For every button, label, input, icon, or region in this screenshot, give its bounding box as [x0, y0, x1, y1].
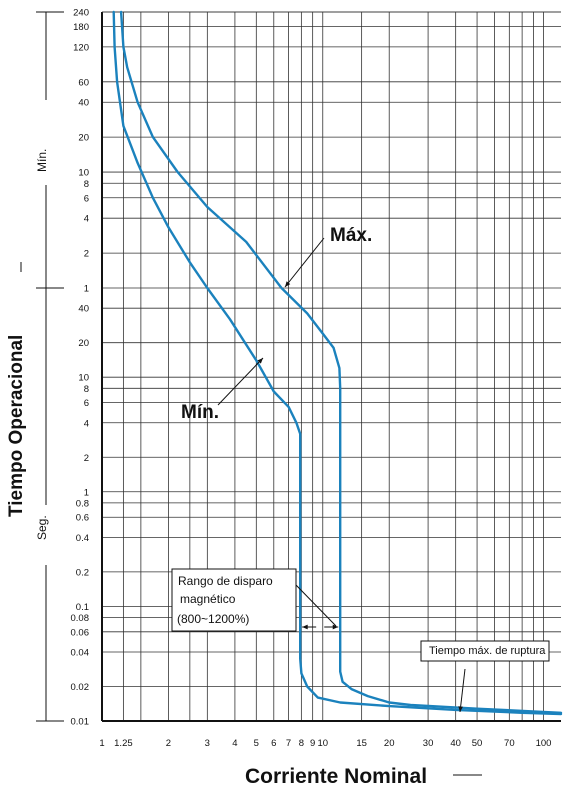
break-time-leader-head — [458, 706, 463, 712]
x-tick-label: 8 — [299, 738, 304, 749]
magnetic-range-line-3: (800~1200%) — [177, 612, 249, 626]
x-tick-label: 5 — [254, 738, 259, 749]
y-tick-label: 120 — [73, 42, 89, 53]
y-tick-label: 10 — [78, 168, 89, 179]
y-tick-label: 0.8 — [76, 498, 89, 509]
y-tick-label: 0.06 — [71, 627, 90, 638]
y-tick-label: 4 — [84, 418, 89, 429]
max-leader-head — [285, 281, 291, 287]
x-tick-label: 7 — [286, 738, 291, 749]
max-break-time-label: Tiempo máx. de ruptura — [429, 645, 546, 657]
x-tick-label: 4 — [232, 738, 237, 749]
max-break-time-box — [420, 640, 550, 662]
y-tick-label: 10 — [78, 373, 89, 384]
y-tick-label: 0.6 — [76, 513, 89, 524]
magnetic-range-box — [171, 568, 297, 632]
max-curve — [119, 10, 563, 714]
y-tick-label: 20 — [78, 338, 89, 349]
y-tick-label: 0.4 — [76, 533, 89, 544]
max-label: Máx. — [330, 225, 372, 246]
min-leader — [217, 357, 264, 406]
magnetic-range-leader — [295, 584, 337, 627]
y-tick-label: 240 — [73, 8, 89, 19]
y-tick-label: 0.08 — [71, 613, 90, 624]
magnetic-range-line-2: magnético — [180, 592, 236, 606]
y-tick-label: 0.01 — [71, 717, 90, 728]
y-tick-label: 4 — [84, 214, 89, 225]
x-tick-label: 2 — [166, 738, 171, 749]
y-axis-title: Tiempo Operacional — [6, 335, 27, 517]
x-tick-label: 10 — [317, 738, 328, 749]
y-tick-label: 0.02 — [71, 682, 90, 693]
x-tick-label: 30 — [423, 738, 434, 749]
y-tick-label: 40 — [78, 304, 89, 315]
min-curve — [112, 10, 563, 716]
y-tick-label: 6 — [84, 193, 89, 204]
y-tick-label: 0.2 — [76, 567, 89, 578]
seconds-unit-label: Seg. — [35, 515, 49, 540]
y-tick-label: 1 — [84, 284, 89, 295]
time-section-marks — [20, 11, 482, 776]
y-tick-label: 8 — [84, 384, 89, 395]
max-leader — [284, 237, 325, 288]
x-tick-label: 70 — [504, 738, 515, 749]
x-tick-label: 50 — [472, 738, 483, 749]
grid — [101, 11, 561, 722]
minutes-unit-label: Mín. — [35, 149, 49, 172]
y-tick-label: 60 — [78, 77, 89, 88]
range-arrow-left-head — [302, 624, 308, 630]
x-tick-label: 1 — [99, 738, 104, 749]
y-tick-label: 180 — [73, 22, 89, 33]
y-tick-label: 1 — [84, 487, 89, 498]
y-tick-label: 8 — [84, 179, 89, 190]
y-tick-label: 40 — [78, 98, 89, 109]
magnetic-range-line-1: Rango de disparo — [178, 574, 273, 588]
x-tick-label: 40 — [450, 738, 461, 749]
x-tick-label: 20 — [384, 738, 395, 749]
x-tick-label: 1.25 — [114, 738, 133, 749]
y-tick-label: 0.1 — [76, 602, 89, 613]
y-tick-label: 0.04 — [71, 648, 90, 659]
x-tick-label: 100 — [536, 738, 552, 749]
x-tick-label: 6 — [271, 738, 276, 749]
min-leader-head — [257, 358, 263, 364]
y-tick-label: 2 — [84, 249, 89, 260]
x-tick-label: 9 — [310, 738, 315, 749]
y-tick-label: 2 — [84, 453, 89, 464]
range-arrow-right-head — [332, 624, 339, 630]
x-tick-label: 3 — [205, 738, 210, 749]
tick-labels: 2401801206040201086421402010864210.80.60… — [71, 8, 552, 750]
y-tick-label: 20 — [78, 133, 89, 144]
series-lines — [112, 10, 563, 716]
x-tick-label: 15 — [356, 738, 367, 749]
break-time-leader — [459, 668, 466, 713]
annotations: Máx. Mín. Rango de disparo magnético (800~… — [171, 225, 550, 713]
min-label: Mín. — [181, 402, 219, 423]
x-axis-title: Corriente Nominal — [245, 765, 427, 785]
y-tick-label: 6 — [84, 398, 89, 409]
